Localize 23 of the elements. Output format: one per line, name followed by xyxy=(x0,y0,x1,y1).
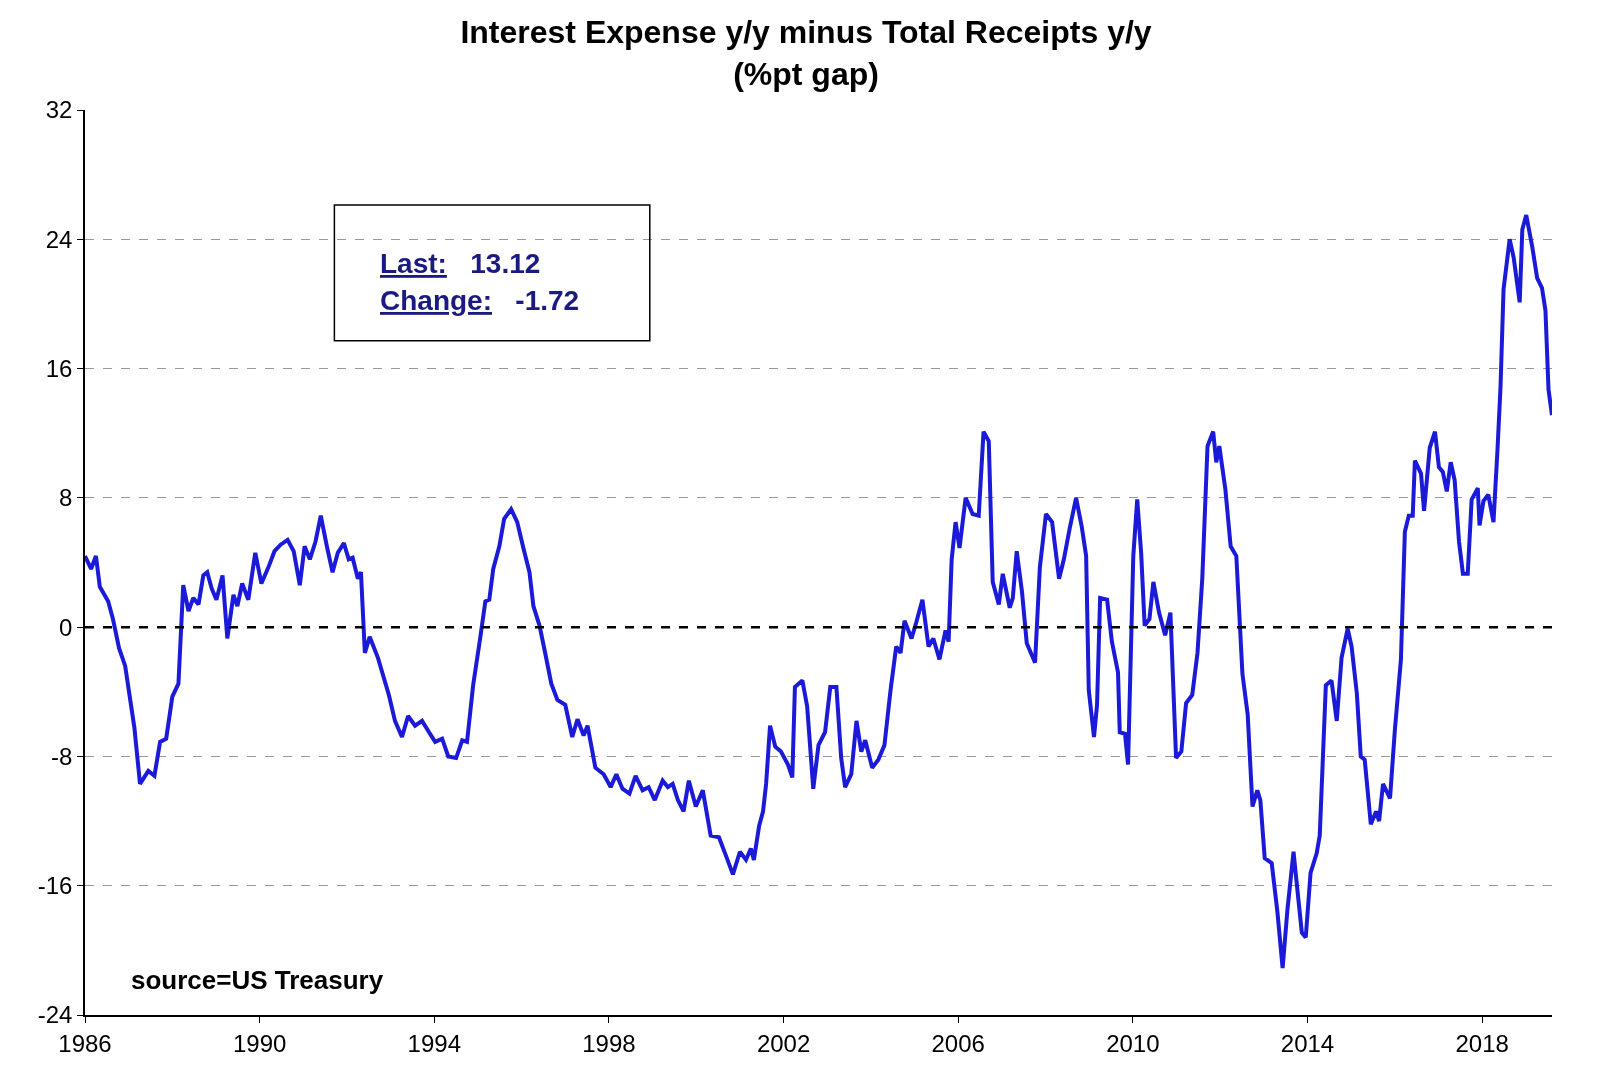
y-tick-label: 24 xyxy=(45,225,73,253)
y-tick-label: 8 xyxy=(59,484,73,512)
line-series xyxy=(85,213,1552,971)
y-tick-label: 0 xyxy=(59,613,73,641)
x-tick-label: 1998 xyxy=(582,1029,636,1057)
y-tick-label: 32 xyxy=(45,96,73,124)
x-tick-label: 2018 xyxy=(1455,1029,1509,1057)
x-tick-label: 1994 xyxy=(407,1029,461,1057)
annotation: source=US Treasury xyxy=(131,965,384,995)
x-tick-label: 2010 xyxy=(1106,1029,1160,1057)
chart-subtitle: (%pt gap) xyxy=(733,55,879,92)
x-tick-label: 2006 xyxy=(931,1029,985,1057)
y-tick-label: -16 xyxy=(37,872,73,900)
annotation: Last: 13.12 xyxy=(380,248,541,279)
x-tick-label: 2002 xyxy=(756,1029,811,1057)
chart-title: Interest Expense y/y minus Total Receipts y/y xyxy=(460,14,1152,50)
x-tick-label: 2014 xyxy=(1280,1029,1335,1057)
y-tick-label: -8 xyxy=(51,742,73,770)
y-tick-label: 16 xyxy=(45,354,73,382)
annotation: Change: -1.72 xyxy=(380,285,580,316)
y-tick-label: -24 xyxy=(37,1001,73,1029)
x-tick-label: 1986 xyxy=(58,1029,112,1057)
x-tick-label: 1990 xyxy=(232,1029,287,1057)
